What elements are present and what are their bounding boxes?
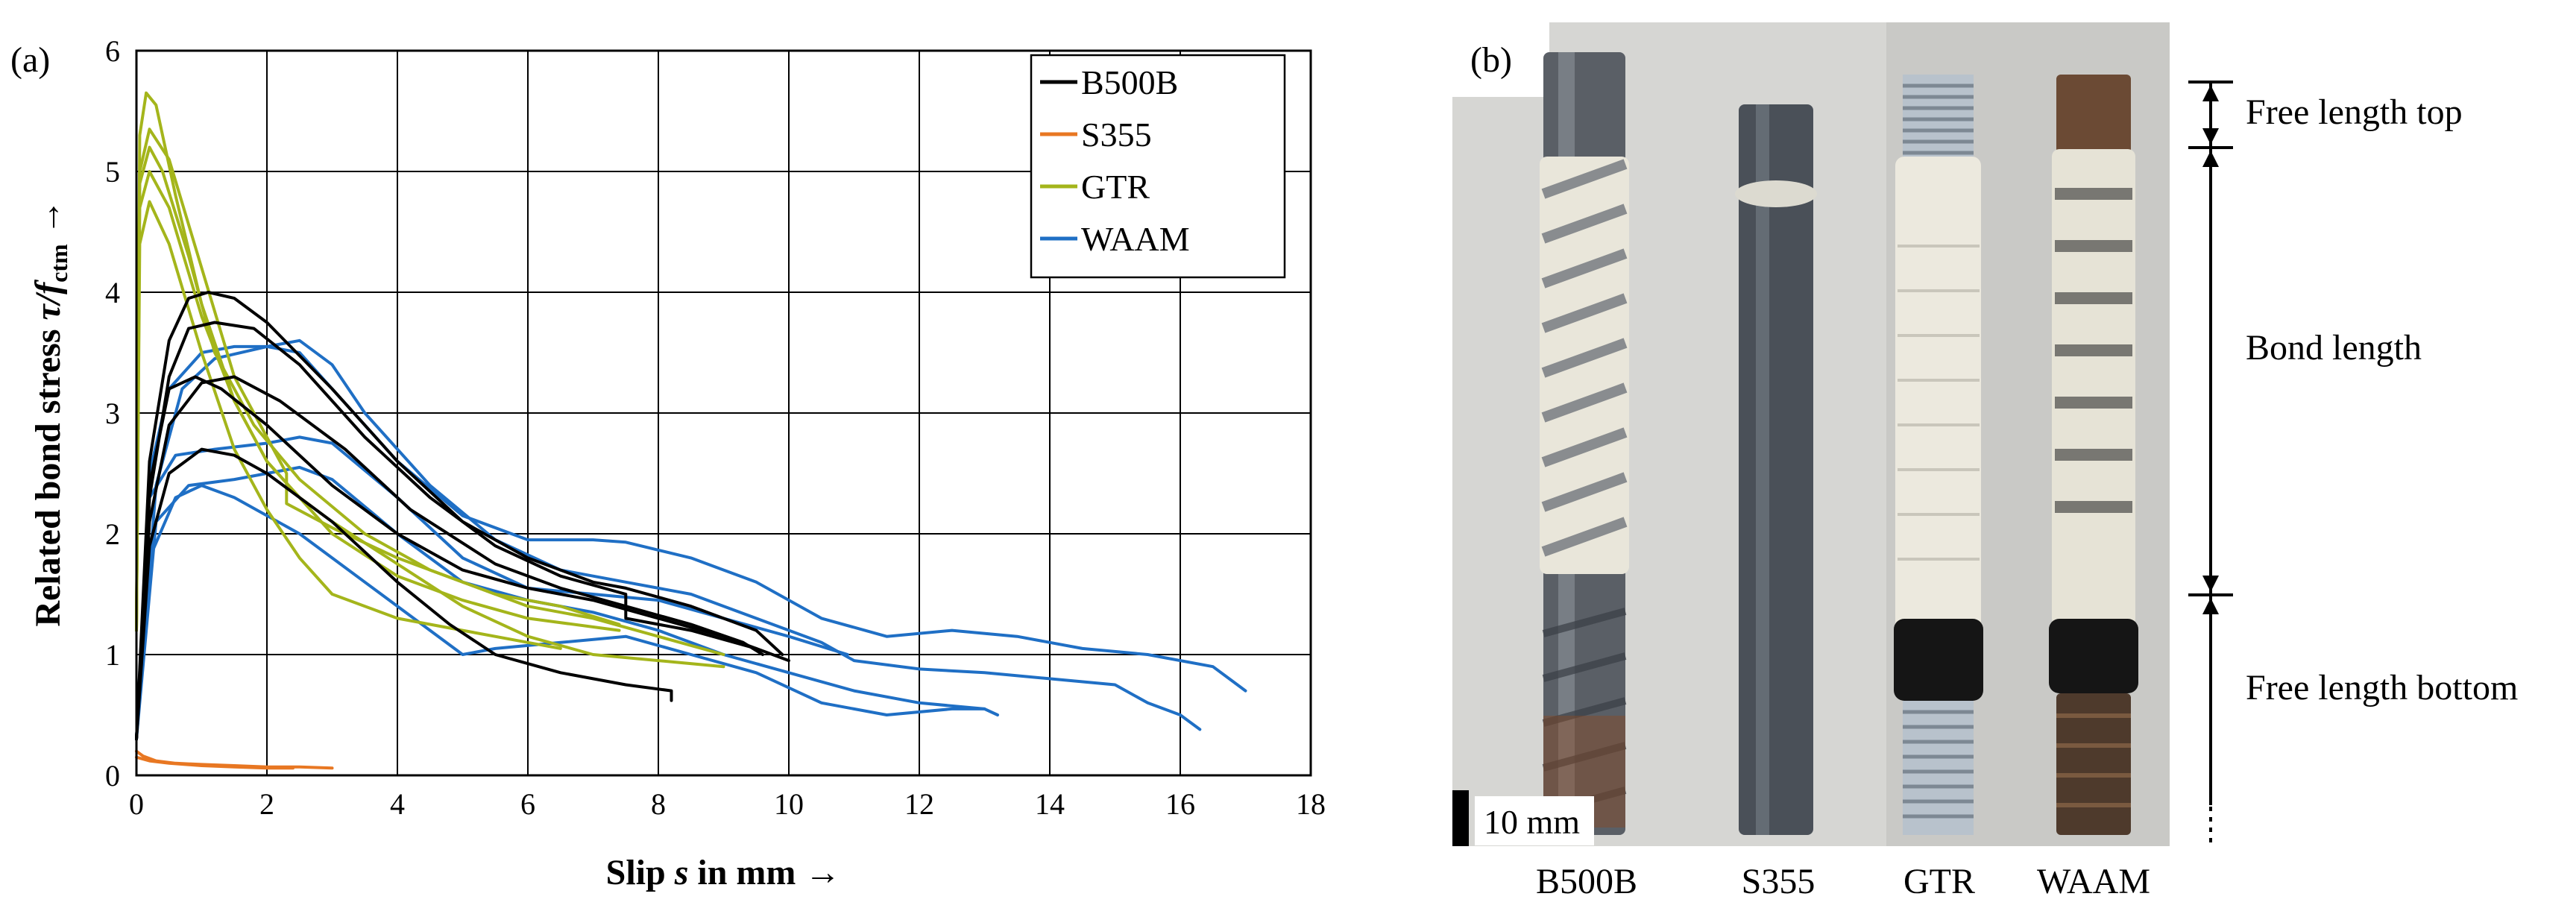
arrow-free-top-down xyxy=(2202,128,2219,145)
series-waam-curve-2 xyxy=(135,435,849,741)
legend-label-gtr: GTR xyxy=(1081,168,1150,206)
series-gtr-curve-1 xyxy=(135,145,621,632)
s355-highlight xyxy=(1756,104,1769,835)
legend-label-s355: S355 xyxy=(1081,116,1152,154)
y-tick-label-4: 4 xyxy=(105,276,120,309)
legend: B500B S355 GTR WAAM xyxy=(1030,54,1286,279)
y-tick-label-5: 5 xyxy=(105,155,120,189)
scale-bar-label-box xyxy=(1475,796,1594,845)
waam-plaster xyxy=(2052,149,2135,626)
s355-steel xyxy=(1739,104,1813,835)
bar-label-gtr: GTR xyxy=(1903,862,1975,901)
series-layer xyxy=(135,91,1247,770)
waam-tape xyxy=(2049,619,2138,693)
bar-label-b500b: B500B xyxy=(1536,862,1637,901)
annotation-free-length-bottom: Free length bottom xyxy=(2246,668,2518,707)
scale-bar-label: 10 mm xyxy=(1484,803,1580,841)
series-b500b-curve-4 xyxy=(135,375,758,741)
y-tick-label-3: 3 xyxy=(105,397,120,430)
dimension-arrowheads xyxy=(2202,85,2219,614)
arrow-bond-up xyxy=(2202,151,2219,167)
legend-label-b500b: B500B xyxy=(1081,63,1178,101)
panel-label-b-box xyxy=(1452,22,1549,97)
x-tick-label-7: 14 xyxy=(1035,787,1065,821)
waam-dark-bands xyxy=(2055,188,2132,513)
plot-frame xyxy=(135,49,1312,777)
panel-label-b: (b) xyxy=(1470,40,1512,80)
series-waam-curve-3 xyxy=(135,465,999,741)
y-axis-label-part-a: Related bond stress xyxy=(28,321,68,627)
series-b500b-curve-2 xyxy=(135,375,764,741)
x-axis-label-part-c: in mm → xyxy=(688,853,840,892)
x-tick-label-0: 0 xyxy=(129,787,144,821)
y-axis-label-arrow: → xyxy=(28,199,68,244)
bar-s355 xyxy=(1735,104,1817,835)
s355-plaster-residue xyxy=(1735,180,1817,207)
y-tick-label-6: 6 xyxy=(105,34,120,68)
bar-b500b xyxy=(1540,52,1629,835)
b500b-lower-ribs xyxy=(1542,608,1627,816)
series-waam-curve-1 xyxy=(135,338,1202,741)
arrow-free-top-up xyxy=(2202,85,2219,101)
x-tick-label-5: 10 xyxy=(774,787,804,821)
waam-bottom xyxy=(2056,693,2131,835)
panel-label-a: (a) xyxy=(10,40,50,80)
specimen-photo-panel: (b) 10 mm B500B S355 GTR W xyxy=(1452,22,2518,901)
bar-gtr xyxy=(1894,75,1983,835)
series-b500b-curve-0 xyxy=(135,291,784,741)
gtr-plaster-texture xyxy=(1898,245,1980,561)
x-tick-labels: 0 2 4 6 8 10 12 14 16 18 xyxy=(129,787,1326,821)
annotation-free-length-top: Free length top xyxy=(2246,92,2463,132)
legend-entries: B500B S355 GTR WAAM xyxy=(1040,63,1190,258)
dimension-lines xyxy=(2188,81,2233,846)
series-gtr-curve-3 xyxy=(135,200,562,650)
x-axis-label-part-a: Slip xyxy=(606,853,675,892)
annotation-bond-length: Bond length xyxy=(2246,328,2422,368)
bar-waam xyxy=(2049,75,2138,835)
gtr-thread-bottom xyxy=(1903,701,1974,835)
x-axis-label: Slip s in mm → xyxy=(606,853,841,892)
series-b500b-curve-1 xyxy=(135,321,790,741)
series-b500b-curve-3 xyxy=(135,447,673,741)
y-tick-label-1: 1 xyxy=(105,638,120,672)
legend-label-waam: WAAM xyxy=(1081,220,1190,258)
x-tick-label-3: 6 xyxy=(520,787,535,821)
gtr-plaster xyxy=(1895,157,1981,634)
arrow-free-bottom-up xyxy=(2202,598,2219,614)
gtr-thread-lines-bottom xyxy=(1903,710,1974,819)
x-tick-label-6: 12 xyxy=(904,787,934,821)
b500b-rib-marks xyxy=(1541,159,1628,557)
series-gtr-curve-2 xyxy=(135,170,621,632)
series-waam-curve-4 xyxy=(135,484,986,741)
x-axis-label-variable: s xyxy=(674,853,689,892)
y-axis-label-f: f xyxy=(28,280,68,294)
x-tick-label-2: 4 xyxy=(390,787,405,821)
x-tick-label-4: 8 xyxy=(651,787,666,821)
y-tick-label-0: 0 xyxy=(105,759,120,792)
y-tick-labels: 0 1 2 3 4 5 6 xyxy=(105,34,120,792)
x-tick-label-9: 18 xyxy=(1296,787,1326,821)
scale-bar-marker xyxy=(1452,790,1469,846)
gtr-tape xyxy=(1894,619,1983,701)
x-tick-label-1: 2 xyxy=(259,787,274,821)
bar-label-s355: S355 xyxy=(1742,862,1816,901)
bar-label-waam: WAAM xyxy=(2037,862,2150,901)
y-axis-label-subscript: ctm xyxy=(45,244,72,283)
arrow-bond-down xyxy=(2202,576,2219,592)
waam-top xyxy=(2056,75,2131,171)
x-tick-label-8: 16 xyxy=(1165,787,1195,821)
series-waam-curve-0 xyxy=(135,344,1247,741)
waam-bottom-texture xyxy=(2056,713,2131,807)
y-tick-label-2: 2 xyxy=(105,517,120,551)
series-s355-curve-1 xyxy=(135,755,295,770)
y-axis-label: Related bond stress τ/fctm → xyxy=(28,199,72,626)
y-axis-label-tau: τ/ xyxy=(28,291,68,320)
